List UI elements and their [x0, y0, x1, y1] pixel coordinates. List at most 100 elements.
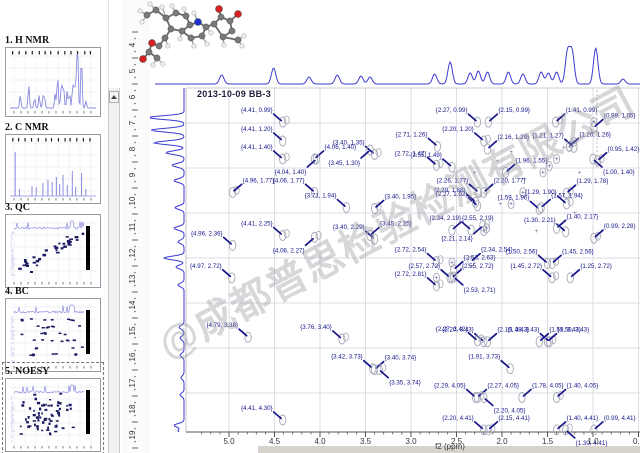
svg-text:4: 4: [128, 42, 137, 47]
spectrum-canvas[interactable]: [108, 0, 640, 453]
svg-text:{4.06, 1.40}: {4.06, 1.40}: [325, 144, 357, 151]
svg-text:{2.27, 3.42}: {2.27, 3.42}: [436, 326, 468, 333]
svg-text:+: +: [567, 143, 571, 150]
svg-text:{0.99, 2.28}: {0.99, 2.28}: [604, 223, 636, 230]
svg-text:{4.06, 1.77}: {4.06, 1.77}: [273, 177, 305, 184]
svg-text:{4.04, 1.40}: {4.04, 1.40}: [275, 169, 307, 176]
svg-text:{2.53, 2.63}: {2.53, 2.63}: [464, 255, 496, 262]
sidebar-scrollbar[interactable]: [108, 88, 120, 453]
svg-text:{1.29, 1.78}: {1.29, 1.78}: [577, 178, 609, 185]
svg-text:{2.72, 2.81}: {2.72, 2.81}: [395, 271, 427, 278]
svg-text:{3.45, 2.25}: {3.45, 2.25}: [380, 221, 412, 228]
thumbnail-c-nmr: [5, 134, 101, 204]
svg-text:{1.40, 4.41}: {1.40, 4.41}: [567, 415, 599, 422]
svg-text:+: +: [555, 156, 559, 163]
svg-text:{3.42, 3.73}: {3.42, 3.73}: [331, 354, 363, 361]
svg-text:+: +: [450, 260, 454, 267]
svg-text:{2.71, 1.26}: {2.71, 1.26}: [396, 131, 428, 138]
svg-text:+: +: [547, 163, 551, 170]
svg-text:4.0: 4.0: [314, 437, 326, 446]
svg-text:{3.40, 1.35}: {3.40, 1.35}: [333, 140, 365, 147]
svg-text:{2.27, 0.99}: {2.27, 0.99}: [436, 107, 468, 114]
svg-text:+: +: [541, 170, 545, 177]
sidebar-item-c-nmr[interactable]: 2. C NMR: [5, 121, 101, 204]
scroll-up-button[interactable]: [109, 91, 119, 103]
svg-text:{2.55, 1.49}: {2.55, 1.49}: [410, 152, 442, 159]
svg-text:{3.76, 3.40}: {3.76, 3.40}: [300, 324, 332, 331]
svg-text:{2.57, 2.72}: {2.57, 2.72}: [408, 263, 440, 270]
svg-text:{2.53, 2.71}: {2.53, 2.71}: [464, 287, 496, 294]
svg-text:18: 18: [128, 404, 137, 413]
svg-text:{1.45, 2.56}: {1.45, 2.56}: [562, 248, 594, 255]
svg-text:+: +: [573, 210, 577, 217]
svg-text:+: +: [509, 201, 513, 208]
svg-text:11: 11: [128, 222, 137, 231]
experiment-page-list: 1. H NMR 2. C NMR 3. QC 4. BC 5. NOESY: [0, 0, 109, 453]
svg-text:+: +: [473, 170, 477, 177]
svg-text:19: 19: [128, 430, 137, 439]
sidebar-item-qc[interactable]: 3. QC: [5, 201, 101, 288]
page-label: 5. NOESY: [5, 366, 50, 377]
thumbnail-bc: [5, 298, 101, 372]
svg-text:{2.55, 2.72}: {2.55, 2.72}: [462, 263, 494, 270]
svg-text:9: 9: [128, 172, 137, 177]
molecule-structure: [137, 1, 247, 68]
svg-text:{2.16, 3.43}: {2.16, 3.43}: [497, 327, 529, 334]
page-label: 4. BC: [5, 286, 29, 297]
svg-text:{2.16, 1.29}: {2.16, 1.29}: [497, 134, 529, 141]
svg-text:+: +: [562, 144, 566, 151]
svg-text:{2.20, 1.77}: {2.20, 1.77}: [494, 177, 526, 184]
page-label: 1. H NMR: [5, 35, 50, 46]
sidebar-item-noesy[interactable]: 5. NOESY: [2, 362, 104, 453]
svg-text:{2.21, 2.14}: {2.21, 2.14}: [441, 236, 473, 243]
svg-text:2.5: 2.5: [451, 437, 463, 446]
svg-text:{3.40, 1.95}: {3.40, 1.95}: [385, 194, 417, 201]
sidebar-item-bc[interactable]: 4. BC: [5, 285, 101, 372]
svg-text:1.0: 1.0: [587, 437, 599, 446]
svg-text:7: 7: [128, 120, 137, 125]
svg-text:{1.30, 2.21}: {1.30, 2.21}: [524, 217, 556, 224]
svg-text:{2.27, 1.92}: {2.27, 1.92}: [436, 191, 468, 198]
svg-text:{1.91, 3.73}: {1.91, 3.73}: [469, 354, 501, 361]
svg-text:{2.26, 1.77}: {2.26, 1.77}: [437, 177, 469, 184]
svg-text:{1.59, 3.43}: {1.59, 3.43}: [549, 327, 581, 334]
svg-text:{4.79, 3.38}: {4.79, 3.38}: [206, 322, 238, 329]
svg-text:4.5: 4.5: [269, 437, 281, 446]
svg-text:+: +: [521, 189, 525, 196]
svg-text:{0.99, 4.41}: {0.99, 4.41}: [604, 415, 636, 422]
svg-text:{1.45, 2.72}: {1.45, 2.72}: [510, 263, 542, 270]
svg-text:3.5: 3.5: [360, 437, 372, 446]
svg-text:{2.34, 2.19}: {2.34, 2.19}: [429, 215, 461, 222]
svg-text:3.0: 3.0: [405, 437, 417, 446]
svg-text:{4.96, 2.36}: {4.96, 2.36}: [191, 230, 223, 237]
svg-text:16: 16: [128, 352, 137, 361]
spectrum-title: 2013-10-09 BB-3: [197, 89, 272, 99]
f2-axis-label: f2 (ppm): [435, 442, 465, 451]
svg-text:{0.99, 1.05}: {0.99, 1.05}: [604, 113, 636, 120]
svg-text:12: 12: [128, 248, 137, 257]
svg-text:{4.41, 2.25}: {4.41, 2.25}: [241, 221, 273, 228]
svg-text:{4.97, 2.72}: {4.97, 2.72}: [190, 263, 222, 270]
svg-text:{1.50, 3.43}: {1.50, 3.43}: [558, 327, 590, 334]
svg-text:{2.29, 1.88}: {2.29, 1.88}: [434, 187, 466, 194]
svg-text:{1.48, 3.43}: {1.48, 3.43}: [508, 327, 540, 334]
svg-text:8: 8: [128, 146, 137, 151]
svg-text:+: +: [496, 158, 500, 165]
svg-text:{1.59, 1.96}: {1.59, 1.96}: [498, 194, 530, 201]
svg-text:+: +: [577, 170, 581, 177]
svg-text:2.0: 2.0: [496, 437, 508, 446]
svg-text:15: 15: [128, 326, 137, 335]
svg-text:{2.15, 4.41}: {2.15, 4.41}: [498, 415, 530, 422]
svg-text:{3.40, 3.74}: {3.40, 3.74}: [385, 355, 417, 362]
svg-text:{2.27, 4.05}: {2.27, 4.05}: [487, 383, 519, 390]
svg-text:{3.71, 1.94}: {3.71, 1.94}: [305, 193, 337, 200]
thumbnail-noesy: [5, 378, 101, 452]
sidebar-item-h-nmr[interactable]: 1. H NMR: [5, 34, 101, 117]
svg-text:{4.41, 1.40}: {4.41, 1.40}: [241, 144, 273, 151]
svg-text:5: 5: [128, 68, 137, 73]
svg-text:{1.25, 2.72}: {1.25, 2.72}: [580, 263, 612, 270]
svg-text:{3.45, 1.30}: {3.45, 1.30}: [328, 160, 360, 167]
svg-text:{1.40, 4.05}: {1.40, 4.05}: [567, 383, 599, 390]
svg-text:+: +: [509, 149, 513, 156]
